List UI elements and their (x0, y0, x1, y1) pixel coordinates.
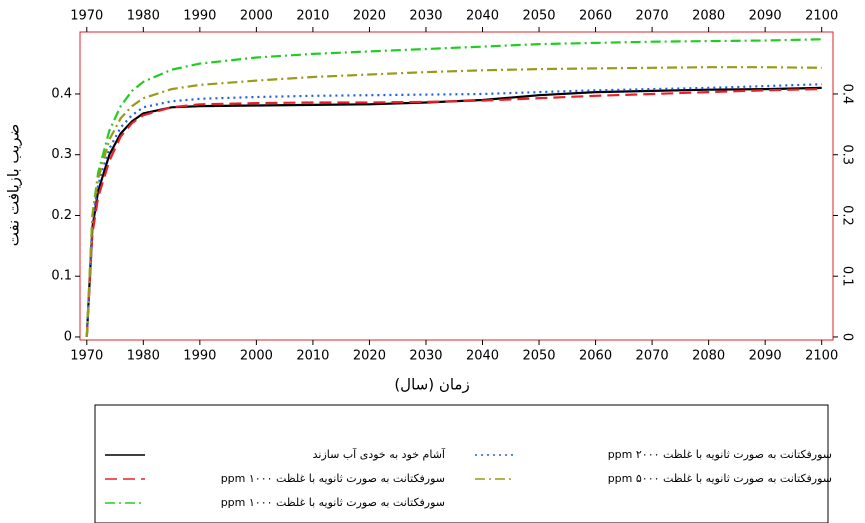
x-tick-label: 1990 (183, 349, 216, 364)
series-line (85, 86, 822, 338)
y-tick-label: 0.4 (51, 86, 72, 101)
x-tick-label: 2040 (466, 349, 499, 364)
x-tick-label: 1970 (70, 349, 103, 364)
x-top-tick-label: 2010 (296, 9, 329, 24)
x-top-tick-label: 2060 (579, 9, 612, 24)
legend-label: سورفکتانت به صورت ثانویه با غلظت ۲۰۰۰ pp… (608, 448, 832, 461)
x-top-tick-label: 2080 (692, 9, 725, 24)
x-axis-label: زمان (سال) (394, 376, 469, 394)
x-tick-label: 2000 (240, 349, 273, 364)
x-tick-label: 1980 (127, 349, 160, 364)
y2-tick-label: 0.1 (840, 266, 855, 287)
x-top-tick-label: 2090 (749, 9, 782, 24)
legend-label: سورفکتانت به صورت ثانویه با غلظت ۵۰۰۰ pp… (608, 472, 832, 485)
y-axis-label: ضریب بازیافت نفت (5, 124, 23, 247)
series-line (85, 66, 822, 338)
x-tick-label: 2060 (579, 349, 612, 364)
x-top-tick-label: 2030 (409, 9, 442, 24)
x-tick-label: 2100 (805, 349, 838, 364)
x-tick-label: 2050 (522, 349, 555, 364)
series-line (85, 38, 822, 338)
y-tick-label: 0 (64, 329, 72, 344)
x-top-tick-label: 2050 (522, 9, 555, 24)
legend-label: سورفکتانت به صورت ثانویه با غلظت ۱۰۰۰ pp… (221, 496, 445, 509)
legend-box (94, 404, 829, 523)
x-top-tick-label: 2040 (466, 9, 499, 24)
x-tick-label: 2010 (296, 349, 329, 364)
y2-tick-label: 0.4 (840, 84, 855, 105)
y-tick-label: 0.1 (51, 269, 72, 284)
x-tick-label: 2070 (636, 349, 669, 364)
y-tick-label: 0.2 (51, 208, 72, 223)
x-top-tick-label: 1990 (183, 9, 216, 24)
x-top-tick-label: 2100 (805, 9, 838, 24)
x-tick-label: 2020 (353, 349, 386, 364)
x-top-tick-label: 2000 (240, 9, 273, 24)
x-top-tick-label: 2070 (636, 9, 669, 24)
x-top-tick-label: 1980 (127, 9, 160, 24)
x-tick-label: 2030 (409, 349, 442, 364)
y-tick-label: 0.3 (51, 147, 72, 162)
y2-tick-label: 0.2 (840, 205, 855, 226)
x-tick-label: 2090 (749, 349, 782, 364)
series-line (85, 83, 822, 338)
x-top-tick-label: 1970 (70, 9, 103, 24)
x-top-tick-label: 2020 (353, 9, 386, 24)
legend-label: آشام خود به خودی آب سازند (313, 447, 446, 461)
plot-frame (79, 31, 834, 341)
x-tick-label: 2080 (692, 349, 725, 364)
series-line (85, 88, 822, 338)
legend-label: سورفکتانت به صورت ثانویه با غلظت ۱۰۰۰ pp… (221, 472, 445, 485)
y2-tick-label: 0 (840, 333, 855, 341)
y2-tick-label: 0.3 (840, 144, 855, 165)
